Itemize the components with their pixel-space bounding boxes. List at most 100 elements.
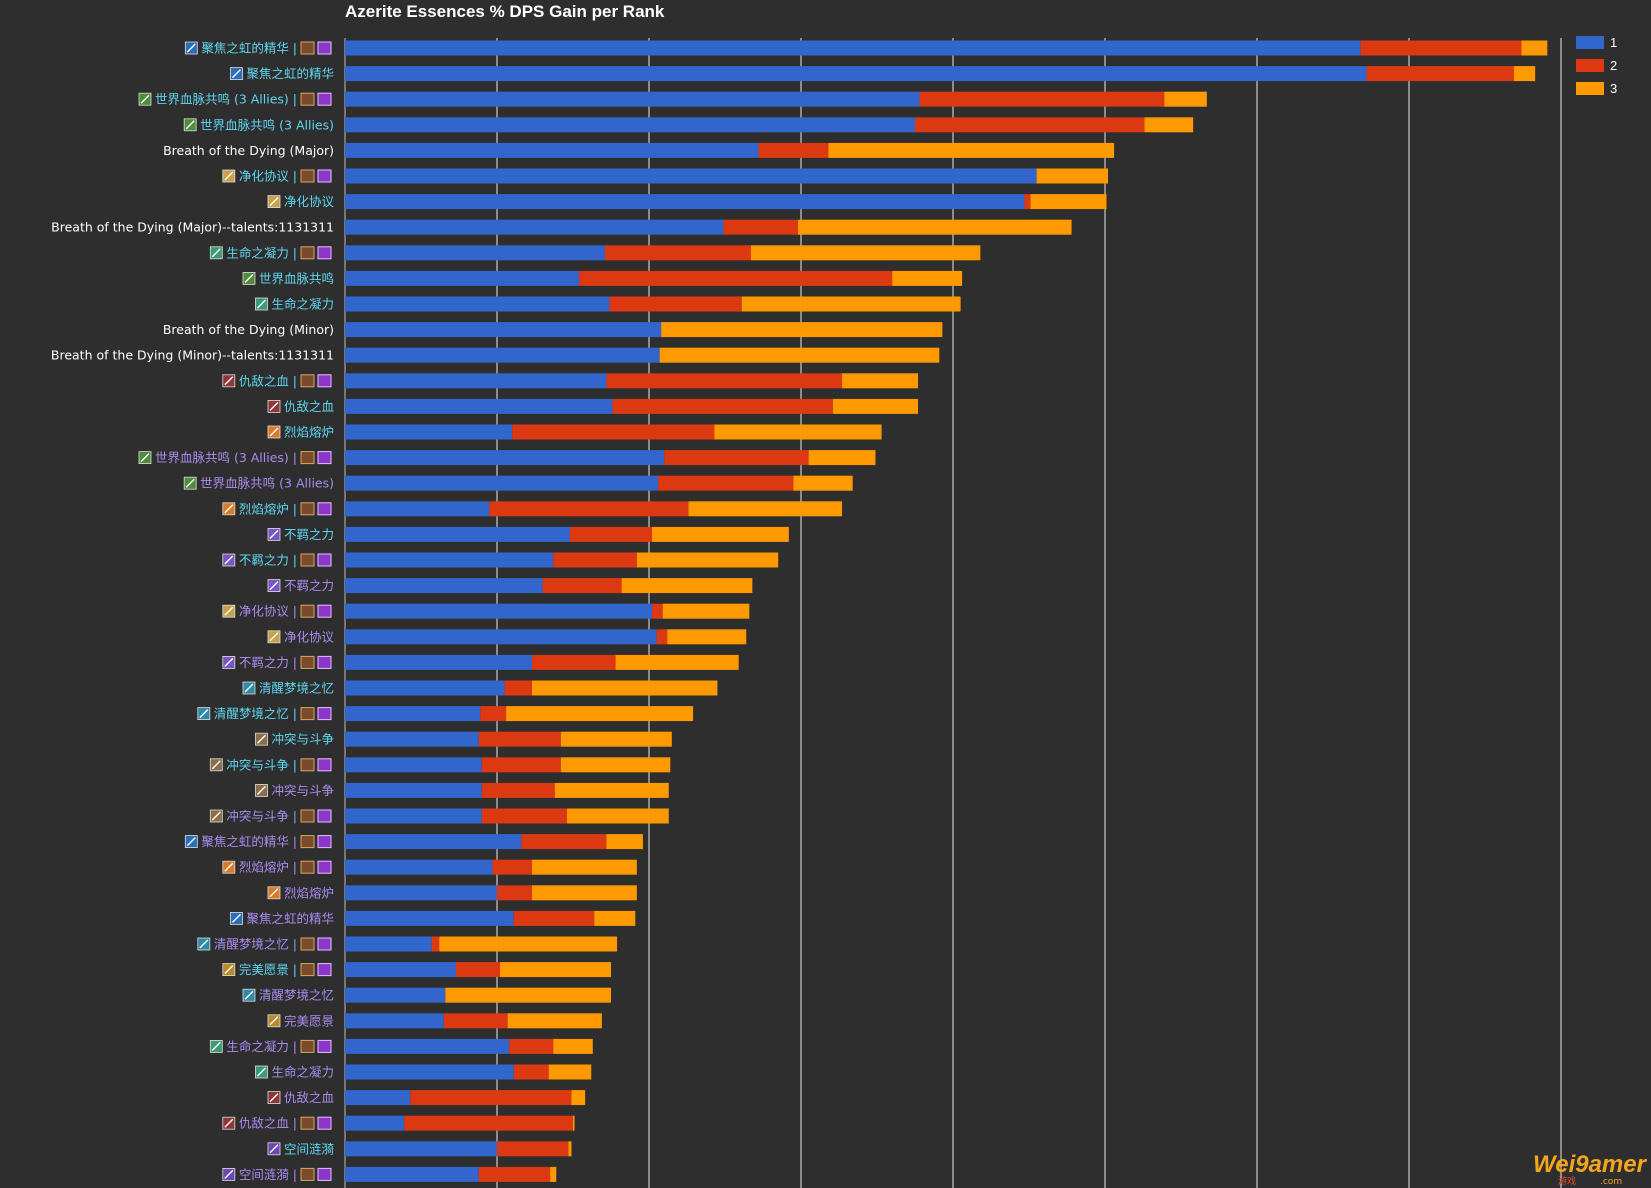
bar-segment-rank-3	[560, 731, 672, 747]
bar-segment-rank-2	[404, 1115, 573, 1131]
trait-icon	[300, 809, 315, 823]
bar-segment-rank-3	[500, 962, 611, 978]
blood-enemy-icon-glyph	[269, 401, 279, 411]
bar-group	[345, 1013, 602, 1029]
bar-segment-rank-2	[604, 245, 751, 261]
bar-segment-rank-3	[439, 936, 618, 952]
bar-group	[345, 194, 1107, 210]
trait-icon	[300, 553, 315, 567]
bar-segment-rank-1	[345, 1166, 479, 1182]
bar-segment-rank-1	[345, 1064, 514, 1080]
bar-segment-rank-3	[566, 808, 669, 824]
essence-rank-icon	[317, 169, 332, 183]
bar-group	[345, 501, 843, 517]
bar-group	[345, 219, 1072, 235]
bar-segment-rank-1	[345, 1090, 411, 1106]
lifeblood-icon-glyph	[244, 273, 254, 283]
category-label: 生命之凝力 |	[226, 1039, 297, 1054]
bar-segment-rank-3	[741, 296, 961, 312]
bar-segment-rank-3	[1030, 194, 1107, 210]
category-label: 完美愿景 |	[239, 962, 297, 977]
bar-segment-rank-1	[345, 322, 662, 338]
legend-label-1: 1	[1610, 35, 1617, 50]
bar-segment-rank-3	[445, 987, 611, 1003]
bar-segment-rank-1	[345, 834, 522, 850]
bar-group	[345, 578, 753, 594]
purification-icon-glyph	[224, 171, 234, 181]
bar-group	[345, 526, 789, 542]
vitality-icon-glyph	[256, 1067, 266, 1077]
bar-segment-rank-2	[658, 475, 794, 491]
bar-segment-rank-1	[345, 66, 1367, 82]
bar-segment-rank-1	[345, 168, 1037, 184]
bar-group	[345, 398, 919, 414]
category-label: Breath of the Dying (Minor)--talents:113…	[51, 348, 334, 363]
bar-segment-rank-3	[548, 1064, 592, 1080]
category-label: 烈焰熔炉	[284, 425, 334, 440]
crucible-flame-icon-glyph	[269, 427, 279, 437]
bar-segment-rank-3	[1513, 66, 1536, 82]
legend-label-2: 2	[1610, 58, 1617, 73]
category-label: 冲突与斗争 |	[226, 809, 297, 824]
lifeblood-icon-glyph	[140, 453, 150, 463]
bar-segment-rank-3	[1036, 168, 1109, 184]
category-label: 不羁之力	[284, 578, 334, 593]
ripple-space-icon-glyph	[224, 1169, 234, 1179]
focusing-iris-icon-glyph	[186, 837, 196, 847]
bar-segment-rank-1	[345, 245, 605, 261]
trait-icon	[300, 41, 315, 55]
essence-rank-icon	[317, 835, 332, 849]
bar-segment-rank-1	[345, 501, 490, 517]
trait-icon	[300, 1116, 315, 1130]
bar-group	[345, 117, 1194, 133]
category-label: 生命之凝力	[271, 1065, 334, 1080]
bar-segment-rank-2	[664, 450, 809, 466]
essence-rank-icon	[317, 451, 332, 465]
category-label: 冲突与斗争	[271, 732, 334, 747]
trait-icon	[300, 502, 315, 516]
conflict-strife-icon-glyph	[256, 785, 266, 795]
focusing-iris-icon-glyph	[186, 43, 196, 53]
category-label: 仇敌之血	[284, 399, 334, 414]
bar-segment-rank-3	[554, 782, 669, 798]
category-label: 不羁之力	[284, 527, 334, 542]
bar-segment-rank-1	[345, 782, 482, 798]
bar-segment-rank-1	[345, 424, 513, 440]
bar-segment-rank-2	[606, 373, 843, 389]
bar-group	[345, 910, 636, 926]
bar-segment-rank-1	[345, 1115, 405, 1131]
bar-segment-rank-2	[531, 654, 616, 670]
bar-segment-rank-3	[621, 578, 753, 594]
bar-segment-rank-3	[606, 834, 643, 850]
category-label: 世界血脉共鸣 (3 Allies) |	[155, 450, 297, 465]
trait-icon	[300, 451, 315, 465]
bar-segment-rank-1	[345, 1013, 444, 1029]
category-label: 完美愿景	[284, 1013, 334, 1028]
focusing-iris-icon-glyph	[231, 913, 241, 923]
bar-segment-rank-2	[542, 578, 622, 594]
essence-rank-icon	[317, 502, 332, 516]
bar-segment-rank-3	[506, 706, 694, 722]
blood-enemy-icon-glyph	[269, 1093, 279, 1103]
bar-group	[345, 91, 1207, 107]
bar-segment-rank-1	[345, 526, 570, 542]
category-label: 世界血脉共鸣 (3 Allies)	[200, 476, 334, 491]
bar-group	[345, 552, 779, 568]
bar-segment-rank-1	[345, 450, 665, 466]
bar-segment-rank-2	[478, 731, 561, 747]
bar-segment-rank-2	[652, 603, 663, 619]
essence-rank-icon	[317, 963, 332, 977]
bar-group	[345, 168, 1109, 184]
essence-rank-icon	[317, 41, 332, 55]
bar-group	[345, 603, 750, 619]
bar-segment-rank-3	[560, 757, 671, 773]
bar-group	[345, 66, 1536, 82]
category-label: 不羁之力 |	[239, 553, 297, 568]
bar-segment-rank-2	[723, 219, 798, 235]
bar-segment-rank-2	[513, 1064, 549, 1080]
bar-group	[345, 808, 669, 824]
bar-segment-rank-2	[1360, 40, 1522, 56]
bar-segment-rank-1	[345, 808, 482, 824]
bar-segment-rank-2	[497, 885, 532, 901]
